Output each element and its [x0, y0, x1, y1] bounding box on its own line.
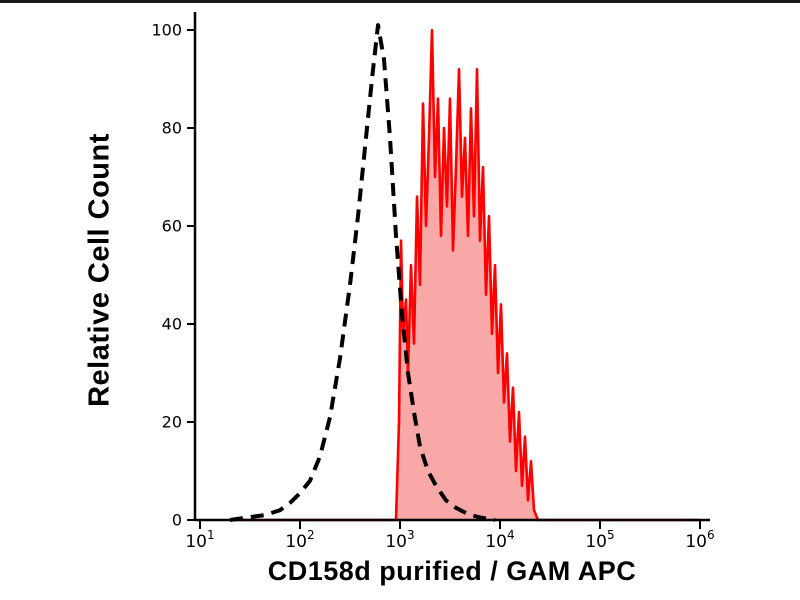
y-tick-label: 20: [162, 413, 182, 432]
x-tick-label: 105: [585, 528, 614, 552]
curves-layer: [229, 23, 700, 522]
y-tick-label: 100: [151, 21, 182, 40]
stained-histogram-outline: [230, 28, 700, 522]
y-tick-label: 80: [162, 119, 182, 138]
figure-top-border: [0, 0, 800, 3]
x-tick-label: 104: [485, 528, 514, 552]
y-tick-label: 40: [162, 315, 182, 334]
control-histogram-dashed-line: [229, 23, 496, 522]
y-tick-label: 60: [162, 217, 182, 236]
x-tick-label: 103: [385, 528, 414, 552]
x-tick-label: 106: [685, 528, 714, 552]
stained-histogram-fill: [230, 30, 700, 520]
y-tick-label: 0: [172, 511, 182, 530]
x-tick-label: 102: [285, 528, 314, 552]
ticks-layer: 0 20 40 60 80 100 101 102 103 104 105 106: [151, 21, 714, 553]
x-tick-label: 101: [185, 528, 214, 552]
x-axis-label: CD158d purified / GAM APC: [267, 556, 637, 586]
